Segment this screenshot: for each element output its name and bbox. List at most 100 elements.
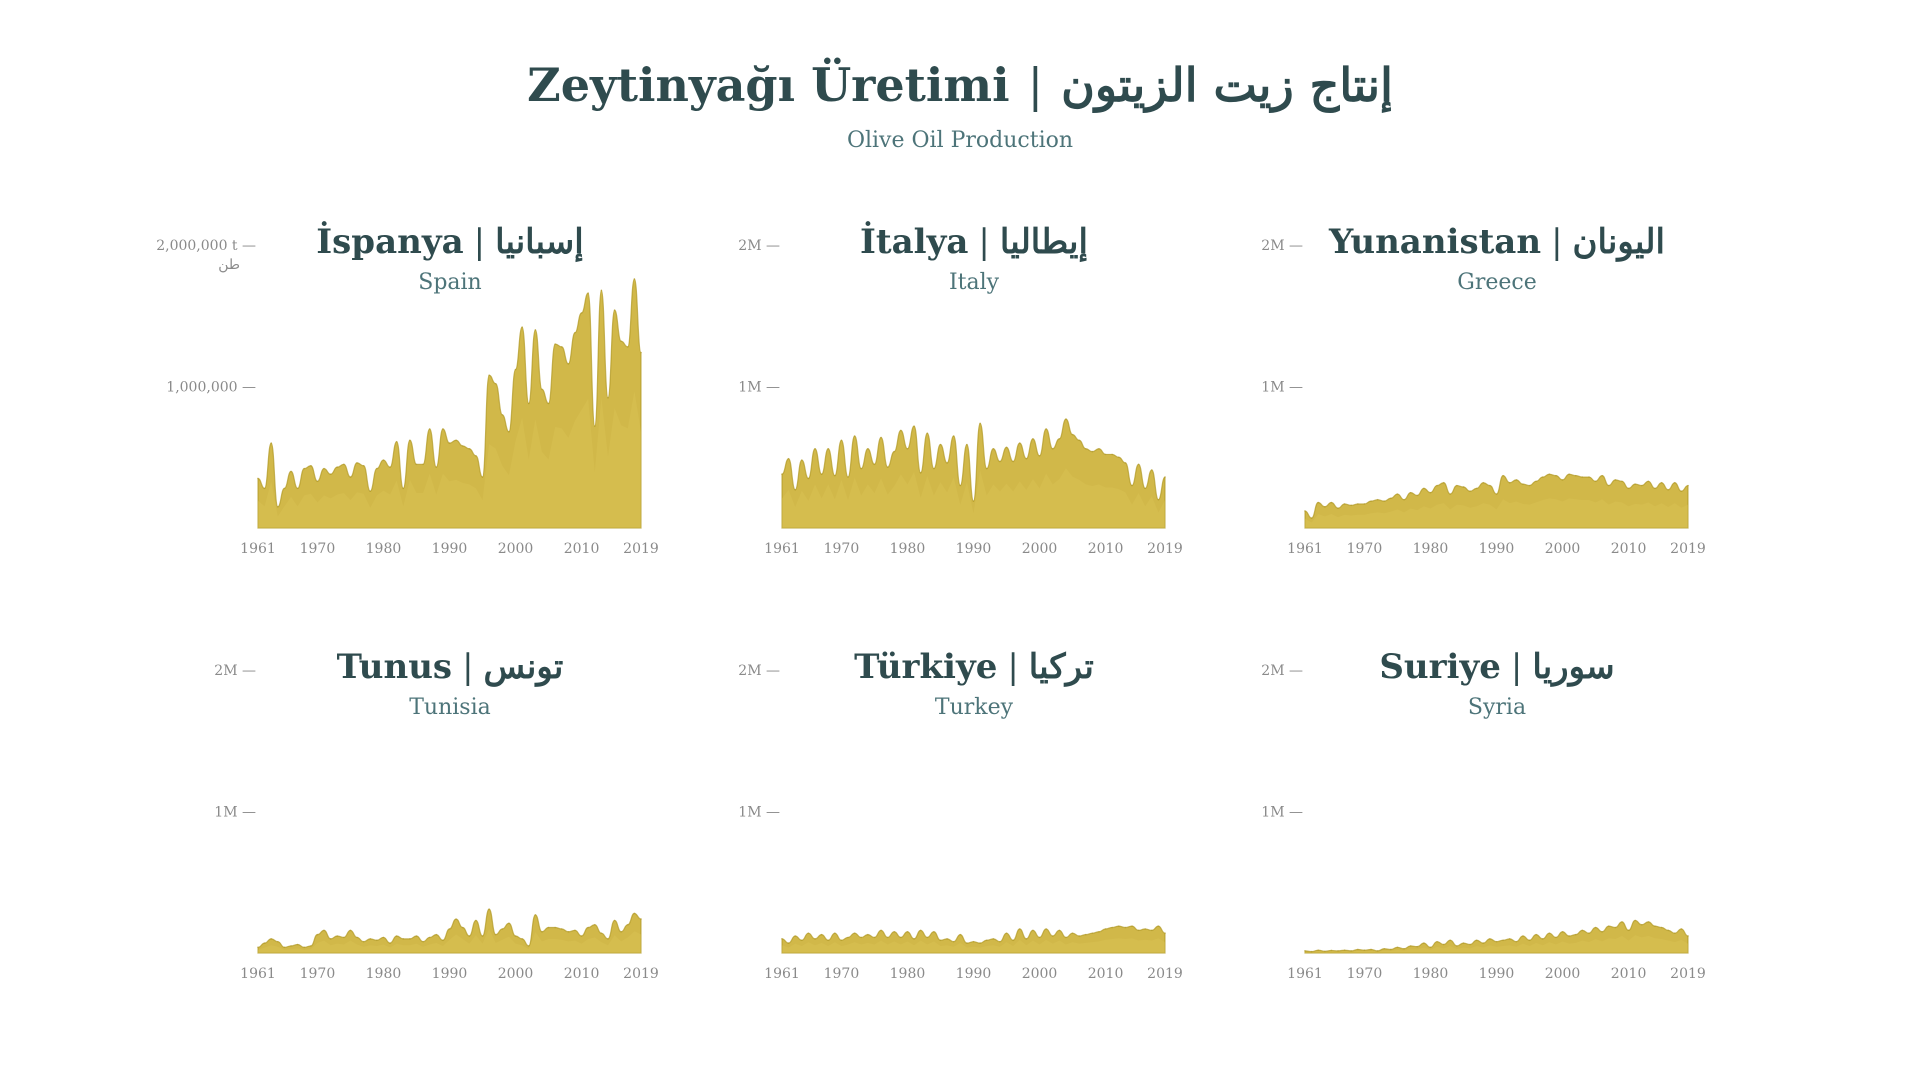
x-tick-label: 1970 [824, 966, 860, 982]
data-point-1996 [1535, 933, 1537, 936]
page-title-turkish: Zeytinyağı Üretimi [527, 58, 1010, 112]
panel-title-spain: İspanya | إسبانيا [190, 222, 710, 262]
data-point-1975 [349, 476, 352, 478]
chart-tunisia: 2M — 1M — 1961 1970 1980 1990 2000 2010 2019 [214, 663, 659, 982]
data-point-1997 [1541, 476, 1544, 478]
data-point-1965 [283, 946, 286, 949]
x-tick-label: 1970 [824, 541, 860, 557]
data-point-1991 [1502, 939, 1504, 942]
data-point-2008 [1091, 932, 1094, 934]
data-point-1994 [475, 919, 477, 922]
data-point-2014 [1131, 484, 1133, 487]
panel-title-separator: | [1510, 647, 1523, 687]
data-point-2001 [521, 938, 523, 940]
data-point-1996 [1012, 460, 1014, 463]
panel-title-tunisia: Tunus | تونس [190, 647, 710, 687]
data-point-2005 [1594, 926, 1597, 929]
data-point-2014 [607, 938, 609, 940]
data-point-2000 [514, 368, 517, 371]
data-point-2012 [593, 923, 596, 926]
data-point-2009 [1098, 930, 1100, 933]
data-point-1962 [263, 942, 266, 944]
data-point-1995 [1528, 939, 1531, 942]
data-point-1982 [395, 935, 398, 937]
data-point-2012 [1640, 484, 1643, 487]
data-point-2006 [554, 343, 556, 345]
data-point-1976 [356, 936, 358, 939]
data-point-1987 [428, 936, 431, 939]
data-point-1978 [893, 930, 896, 933]
x-tick-label: 2010 [1088, 541, 1124, 557]
data-point-1988 [1482, 942, 1485, 944]
data-point-1981 [913, 425, 915, 427]
data-point-1986 [422, 463, 424, 466]
data-point-2010 [580, 312, 583, 314]
data-point-2002 [1051, 447, 1054, 450]
x-tick-label: 2019 [1670, 966, 1706, 982]
data-point-1964 [277, 505, 279, 508]
data-point-1988 [959, 933, 962, 936]
data-point-2018 [1680, 928, 1683, 930]
data-point-1963 [794, 935, 797, 937]
data-point-1990 [448, 442, 451, 444]
data-point-1999 [1555, 474, 1557, 477]
y-tick-label: 2M — [214, 663, 256, 679]
data-point-2012 [1117, 925, 1120, 927]
data-point-1969 [1357, 503, 1359, 505]
data-point-2006 [1601, 474, 1603, 477]
data-point-1979 [1423, 487, 1425, 490]
data-point-1963 [1317, 949, 1320, 951]
data-point-2007 [1607, 484, 1610, 487]
data-point-2007 [1084, 933, 1087, 936]
data-point-2005 [1594, 480, 1597, 483]
data-point-1993 [992, 938, 995, 940]
x-tick-label: 1990 [1479, 966, 1515, 982]
data-point-1970 [1363, 503, 1366, 505]
chart-greece: 2M — 1M — 1961 1970 1980 1990 2000 2010 2019 [1261, 238, 1706, 557]
data-point-1962 [787, 457, 790, 460]
data-point-2017 [1150, 929, 1153, 932]
data-point-1969 [1357, 948, 1359, 951]
data-point-1976 [1403, 947, 1405, 950]
data-point-1995 [1528, 484, 1531, 487]
panel-title-syria: Suriye | سوريا [1237, 647, 1757, 687]
x-tick-label: 1990 [432, 966, 468, 982]
y-tick-label: 2M — [1261, 663, 1303, 679]
data-point-1999 [1032, 438, 1034, 440]
data-point-1990 [972, 940, 975, 943]
data-point-1999 [1555, 936, 1557, 939]
data-point-1991 [455, 439, 457, 442]
data-point-1996 [488, 374, 490, 376]
data-point-2005 [1071, 433, 1074, 436]
data-point-1993 [1515, 940, 1518, 943]
data-point-1990 [1495, 493, 1498, 495]
data-point-1979 [900, 429, 902, 432]
data-point-1998 [1548, 932, 1551, 934]
data-point-2002 [527, 402, 530, 405]
data-point-2004 [1588, 932, 1590, 934]
panel-title-arabic: إسبانيا [495, 222, 584, 262]
data-point-2004 [1065, 936, 1067, 939]
data-point-1981 [1436, 940, 1438, 943]
data-point-1963 [1317, 501, 1320, 504]
data-point-2011 [1634, 919, 1636, 922]
data-point-1985 [1462, 942, 1465, 944]
data-point-1988 [1482, 481, 1485, 484]
data-point-1979 [376, 939, 378, 942]
data-point-1989 [966, 942, 968, 944]
data-point-1998 [1025, 938, 1028, 940]
data-point-1984 [409, 938, 411, 940]
panel-subtitle-spain: Spain [418, 270, 482, 295]
page-title: Zeytinyağı Üretimi | إنتاج زيت الزيتون [0, 58, 1920, 112]
data-point-1981 [389, 466, 391, 468]
data-point-1997 [1018, 442, 1021, 444]
data-point-1971 [847, 936, 849, 939]
data-point-1987 [952, 940, 955, 943]
data-point-2005 [547, 926, 550, 929]
data-point-2009 [1621, 921, 1623, 923]
data-point-2003 [1058, 438, 1061, 440]
data-point-1995 [1005, 446, 1008, 449]
data-point-1966 [290, 945, 292, 947]
x-tick-label: 1961 [1287, 966, 1323, 982]
